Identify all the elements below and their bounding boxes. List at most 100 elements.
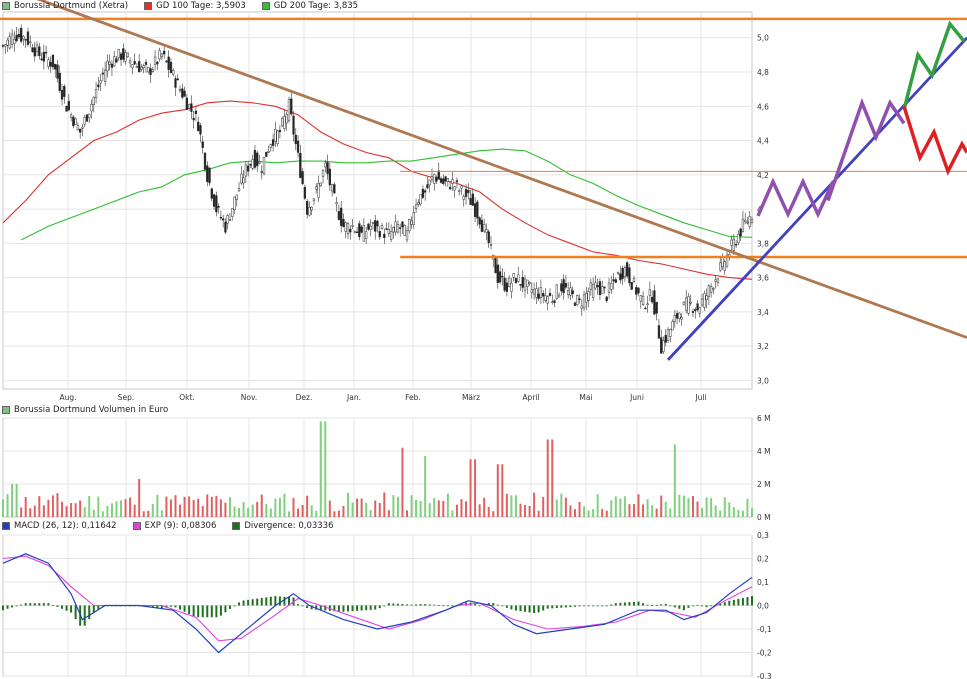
volume-bar [206,494,209,517]
volume-bar [115,501,118,517]
divergence-bar [215,605,218,618]
y-tick-label: 4,2 [757,171,769,180]
candle-body [585,292,588,303]
candle-body [294,134,297,145]
candle-body [113,56,116,67]
candle-body [489,244,493,246]
x-tick-label: Juli [694,393,706,402]
volume-bar [719,510,722,517]
candle-body [700,298,704,306]
divergence-bar [446,605,449,607]
candle-body [616,272,620,274]
candle-body [410,220,413,225]
volume-bar [691,496,694,517]
volume-bar [605,510,608,517]
volume-y-tick-label: 0 M [757,513,771,522]
macd-y-tick-label: 0,2 [757,555,769,564]
divergence-bar [65,605,68,611]
candle-body [551,301,554,303]
candle-body [131,64,134,69]
candle-body [165,60,168,63]
candle-body [15,34,18,42]
volume-bar [696,501,699,517]
candle-body [380,225,384,229]
legend-item: Divergence: 0,03336 [232,521,334,531]
candle-body [258,161,261,164]
candle-body [437,170,440,180]
volume-bar [546,439,549,517]
divergence-bar [542,605,545,611]
candle-body [435,176,438,182]
volume-bar [247,507,250,517]
candle-body [117,48,120,58]
candle-body [312,198,316,201]
candle-body [703,293,706,308]
divergence-bar [719,603,722,606]
macd-legend: MACD (26, 12): 0,11642 EXP (9): 0,08306 Di… [2,520,350,532]
divergence-bar [179,605,182,610]
candle-body [471,193,474,206]
candle-body [167,56,170,70]
candle-body [610,283,613,290]
volume-bar [133,504,136,517]
volume-bar [278,497,281,517]
candle-body [342,218,345,227]
candle-body [233,196,236,210]
candle-body [346,223,350,235]
candle-body [596,285,599,288]
candle-body [6,39,9,46]
volume-bar [242,502,245,517]
candle-body [419,194,422,205]
candle-body [455,180,459,183]
x-tick-label: Feb. [405,393,421,402]
x-tick-label: Jan. [346,393,361,402]
volume-bar [496,464,499,517]
candle-body [355,231,359,234]
macd-y-tick-label: -0,1 [757,625,772,634]
volume-bar [51,495,54,517]
volume-bar [378,503,381,517]
candle-body [31,47,34,53]
candle-body [430,176,434,181]
divergence-bar [492,603,495,606]
candle-body [539,287,543,298]
candle-body [548,293,552,297]
candle-body [33,47,36,57]
divergence-bar [682,605,685,611]
divergence-bar [233,605,236,607]
candle-body [685,297,688,311]
candle-body [725,254,729,267]
candle-body [662,340,665,352]
volume-bar [129,497,132,517]
volume-bar [483,497,486,517]
divergence-bar [92,605,95,613]
candle-body [76,125,80,131]
candle-body [29,41,32,44]
candle-body [99,80,102,84]
candle-body [330,184,334,192]
candle-body [308,207,311,216]
candle-body [424,190,427,193]
divergence-bar [351,605,354,612]
candle-body [680,316,683,320]
divergence-bar [537,605,540,613]
price-legend: Borussia Dortmund (Xetra) GD 100 Tage: 3,… [2,0,374,12]
volume-bar [197,498,200,517]
volume-bar [741,510,744,517]
candle-body [732,238,735,251]
divergence-bar [628,602,631,606]
candle-body [483,224,486,232]
divergence-bar [601,605,604,607]
volume-bar [460,499,463,517]
volume-bar [42,505,45,517]
legend-item: MACD (26, 12): 0,11642 [2,521,117,531]
volume-bar [124,499,127,517]
candle-body [169,61,173,73]
candle-body [378,230,381,238]
divergence-bar [315,605,318,610]
downtrend-line [36,0,967,339]
divergence-bar [20,604,23,606]
volume-bar [505,493,508,517]
volume-bar [592,509,595,517]
candle-body [653,290,656,315]
